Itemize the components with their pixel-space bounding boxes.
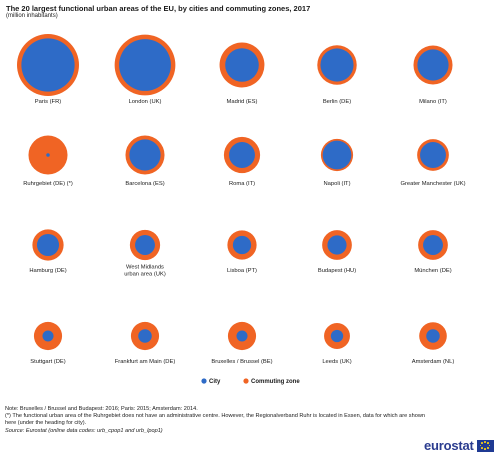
city-bubble-stuttgart-de (42, 330, 54, 342)
bubble-chart: Paris (FR) London (UK) Madrid (ES) Berlin (… (17, 34, 466, 385)
city-bubble-madrid-es (225, 48, 259, 82)
area-label: Budapest (HU) (318, 268, 356, 274)
chart-subtitle: (million inhabitants) (6, 13, 58, 19)
area-label: Amsterdam (NL) (412, 359, 455, 365)
city-bubble-bruxelles-brussel-be (236, 330, 248, 342)
note-reference-years: Note: Bruxelles / Brussel and Budapest: … (5, 406, 198, 412)
legend-city-label: City (209, 379, 221, 385)
city-bubble-greater-manchester-uk (420, 142, 446, 168)
city-bubble-milano-it (417, 49, 449, 81)
city-bubble-berlin-de (320, 48, 354, 82)
area-label: Stuttgart (DE) (30, 359, 66, 365)
city-bubble-london-uk (119, 39, 171, 91)
area-label: Roma (IT) (229, 181, 255, 187)
city-bubble-amsterdam-nl (426, 329, 440, 343)
city-bubble-ruhrgebiet-de (46, 153, 50, 157)
eu-flag-icon (476, 439, 494, 452)
area-label: Bruxelles / Brussel (BE) (211, 359, 272, 365)
logo-text: eurostat (424, 438, 474, 453)
legend-city-marker (201, 378, 207, 384)
city-bubble-hamburg-de (36, 233, 60, 257)
eurostat-logo: eurostat (424, 438, 494, 453)
area-label: Greater Manchester (UK) (400, 181, 465, 187)
area-label: Madrid (ES) (227, 99, 258, 105)
area-label: Lisboa (PT) (227, 268, 257, 274)
area-label: Napoli (IT) (323, 181, 350, 187)
area-label: West Midlands (126, 265, 164, 271)
chart-title: The 20 largest functional urban areas of… (6, 4, 311, 13)
city-bubble-paris-fr (21, 38, 75, 92)
note-source: Source: Eurostat (online data codes: urb… (5, 427, 163, 434)
area-label: urban area (UK) (124, 272, 166, 278)
area-label: London (UK) (129, 99, 162, 105)
footnotes: Note: Bruxelles / Brussel and Budapest: … (5, 406, 425, 435)
city-bubble-roma-it (229, 142, 255, 168)
area-label: Ruhrgebiet (DE) (*) (23, 181, 73, 187)
legend-commuting-label: Commuting zone (251, 379, 300, 385)
city-bubble-west-midlands-urban-area-uk (135, 235, 155, 255)
city-bubble-budapest-hu (327, 235, 347, 255)
area-label: Milano (IT) (419, 99, 447, 105)
area-label: Hamburg (DE) (29, 268, 66, 274)
area-label: Paris (FR) (35, 99, 61, 105)
legend-commuting-marker (243, 378, 249, 384)
city-bubble-frankfurt-am-main-de (138, 329, 152, 343)
city-bubble-m-nchen-de (423, 235, 443, 255)
note-ruhrgebiet: (*) The functional urban area of the Ruh… (5, 413, 425, 427)
city-bubble-lisboa-pt (232, 235, 252, 255)
area-label: München (DE) (414, 268, 451, 274)
area-label: Leeds (UK) (322, 359, 351, 365)
city-bubble-leeds-uk (330, 329, 344, 343)
area-label: Berlin (DE) (323, 99, 351, 105)
city-bubble-napoli-it (322, 140, 352, 170)
area-label: Frankfurt am Main (DE) (115, 359, 176, 365)
city-bubble-barcelona-es (129, 139, 161, 171)
area-label: Barcelona (ES) (125, 181, 164, 187)
